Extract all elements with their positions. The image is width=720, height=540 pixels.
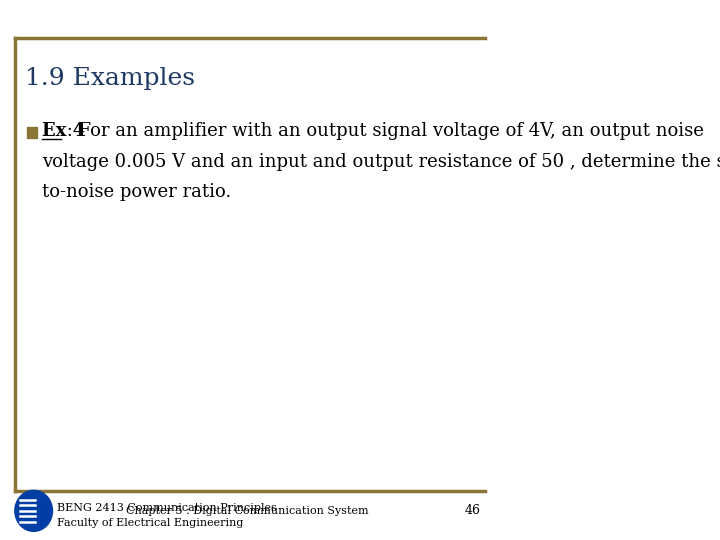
Text: voltage 0.005 V and an input and output resistance of 50 , determine the signal-: voltage 0.005 V and an input and output … — [42, 153, 720, 171]
Bar — [27, 127, 37, 138]
Text: Chapter 5 : Digital Communication System: Chapter 5 : Digital Communication System — [126, 506, 369, 516]
Text: BENG 2413 Communication Principles: BENG 2413 Communication Principles — [57, 503, 276, 514]
Text: 1.9 Examples: 1.9 Examples — [24, 68, 194, 91]
Text: Faculty of Electrical Engineering: Faculty of Electrical Engineering — [57, 518, 243, 529]
Text: : For an amplifier with an output signal voltage of 4V, an output noise: : For an amplifier with an output signal… — [61, 122, 703, 140]
Text: 46: 46 — [464, 504, 480, 517]
Text: Ex 4: Ex 4 — [42, 122, 85, 140]
Circle shape — [15, 490, 53, 531]
Text: to-noise power ratio.: to-noise power ratio. — [42, 183, 231, 201]
